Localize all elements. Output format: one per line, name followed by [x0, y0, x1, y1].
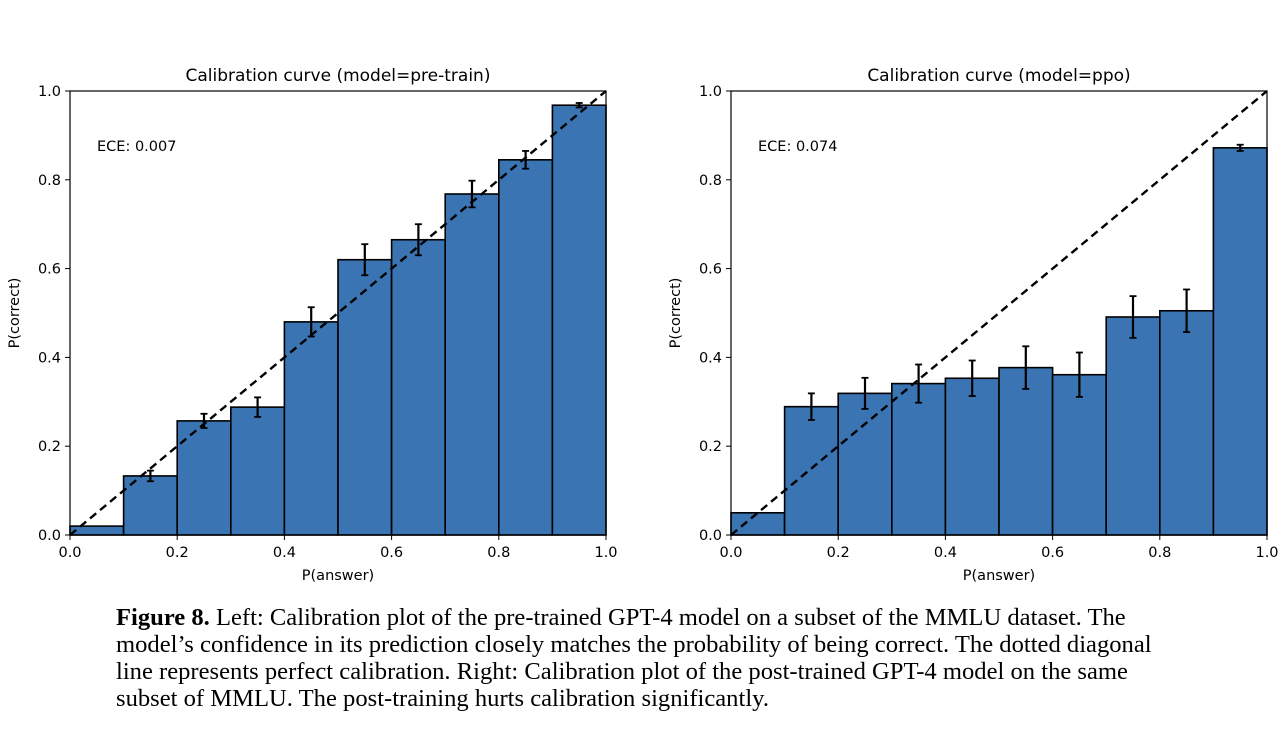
error-bar-2: [200, 412, 208, 429]
bar-0: [730, 511, 786, 536]
x-tick-label: 0.0: [58, 545, 81, 561]
bar-1: [122, 475, 178, 536]
y-axis-label: P(correct): [668, 278, 684, 349]
error-bar-3: [915, 363, 923, 404]
bar-3: [890, 382, 947, 536]
bar-6: [390, 238, 447, 536]
bar-5: [337, 258, 393, 536]
bar-8: [1159, 309, 1215, 536]
chart-title: Calibration curve (model=pre-train): [186, 66, 491, 86]
plot-frame: [730, 90, 1268, 536]
y-tick-label: 1.0: [699, 84, 722, 100]
plot-frame: [69, 90, 607, 536]
bar-8: [497, 159, 554, 536]
error-bar-1: [807, 392, 815, 421]
y-tick-label: 1.0: [38, 84, 61, 100]
x-tick-label: 1.0: [594, 545, 617, 561]
x-tick-label: 1.0: [1255, 545, 1278, 561]
chart-title: Calibration curve (model=ppo): [867, 66, 1130, 86]
error-bar-9: [1236, 143, 1244, 152]
calibration-figure: 0.0 0.2 0.4 0.6 0.8 1.0 0.0 0.2 0.4 0.6 0.8 1.0 Cali…: [7, 66, 1279, 584]
error-bar-8: [522, 150, 530, 170]
y-tick-label: 0.6: [699, 262, 722, 278]
figure-caption: Figure 8. Left: Calibration plot of the …: [116, 604, 1186, 712]
x-tick-label: 0.8: [1148, 545, 1171, 561]
bar-6: [1051, 373, 1107, 536]
error-bar-1: [146, 469, 154, 483]
y-tick-label: 0.8: [38, 173, 61, 189]
error-bar-5: [1022, 345, 1030, 390]
error-bar-6: [414, 223, 422, 257]
y-tick-label: 0.6: [38, 262, 61, 278]
bar-2: [837, 392, 893, 536]
bar-7: [444, 193, 500, 536]
x-tick-label: 0.4: [934, 545, 957, 561]
x-tick-label: 0.4: [273, 545, 296, 561]
error-bar-2: [861, 376, 869, 410]
error-bar-3: [254, 396, 262, 418]
figure-caption-text: Left: Calibration plot of the pre-traine…: [116, 604, 1152, 712]
x-axis-label: P(answer): [963, 568, 1035, 584]
bar-4: [944, 377, 1000, 536]
bar-4: [283, 321, 339, 536]
calibration-panel-ppo: 0.0 0.2 0.4 0.6 0.8 1.0 0.0 0.2 0.4 0.6 0.8 1.0 Cali…: [668, 66, 1279, 584]
y-tick-label: 0.4: [38, 350, 61, 366]
figure-caption-label: Figure 8.: [116, 604, 210, 631]
x-tick-label: 0.2: [166, 545, 189, 561]
y-tick-label: 0.0: [38, 528, 61, 544]
y-tick-label: 0.8: [699, 173, 722, 189]
x-tick-label: 0.6: [1041, 545, 1064, 561]
error-bar-5: [361, 243, 369, 277]
x-tick-label: 0.0: [719, 545, 742, 561]
x-tick-label: 0.2: [827, 545, 850, 561]
bar-1: [783, 405, 839, 536]
error-bar-9: [575, 102, 583, 109]
y-axis-label: P(correct): [7, 278, 23, 349]
y-tick-label: 0.0: [699, 528, 722, 544]
x-tick-label: 0.8: [487, 545, 510, 561]
error-bar-7: [1129, 295, 1137, 339]
error-bar-6: [1075, 351, 1083, 398]
error-bar-8: [1183, 288, 1191, 333]
y-tick-label: 0.2: [38, 439, 61, 455]
bar-9: [551, 104, 607, 536]
bar-3: [230, 406, 286, 536]
bar-9: [1212, 147, 1268, 536]
x-tick-label: 0.6: [380, 545, 403, 561]
bar-0: [69, 525, 125, 536]
y-tick-label: 0.2: [699, 439, 722, 455]
ece-annotation: ECE: 0.007: [97, 139, 176, 155]
x-axis-label: P(answer): [302, 568, 374, 584]
calibration-panel-pre-train: 0.0 0.2 0.4 0.6 0.8 1.0 0.0 0.2 0.4 0.6 0.8 1.0 Cali…: [7, 66, 618, 584]
bar-5: [998, 366, 1054, 536]
ece-annotation: ECE: 0.074: [758, 139, 837, 155]
bar-7: [1105, 316, 1161, 536]
error-bar-4: [968, 359, 976, 397]
y-tick-label: 0.4: [699, 350, 722, 366]
